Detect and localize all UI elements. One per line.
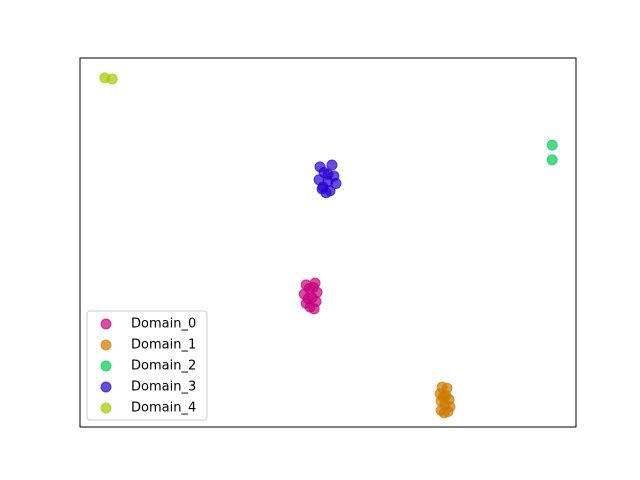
point bbox=[302, 293, 314, 305]
point bbox=[106, 73, 118, 85]
point bbox=[322, 168, 334, 180]
point bbox=[330, 177, 342, 189]
legend-marker bbox=[100, 402, 112, 414]
legend-marker bbox=[100, 381, 112, 393]
legend-label: Domain_0 bbox=[131, 317, 196, 332]
axes-frame bbox=[79, 57, 577, 428]
point bbox=[546, 139, 558, 151]
point bbox=[437, 391, 449, 403]
legend-label: Domain_1 bbox=[131, 338, 196, 353]
legend-label: Domain_4 bbox=[131, 401, 196, 416]
point bbox=[316, 183, 328, 195]
legend: Domain_0 Domain_1 Domain_2 Domain_3 Domain_4 bbox=[86, 310, 208, 421]
point bbox=[307, 282, 319, 294]
legend-marker bbox=[100, 318, 112, 330]
point bbox=[442, 406, 454, 418]
point bbox=[326, 159, 338, 171]
plot-area bbox=[99, 72, 558, 419]
legend-marker bbox=[100, 339, 112, 351]
legend-label: Domain_3 bbox=[131, 380, 196, 395]
legend-marker bbox=[100, 360, 112, 372]
point bbox=[546, 154, 558, 166]
point bbox=[308, 303, 320, 315]
legend-box bbox=[86, 310, 208, 421]
legend-label: Domain_2 bbox=[131, 359, 196, 374]
